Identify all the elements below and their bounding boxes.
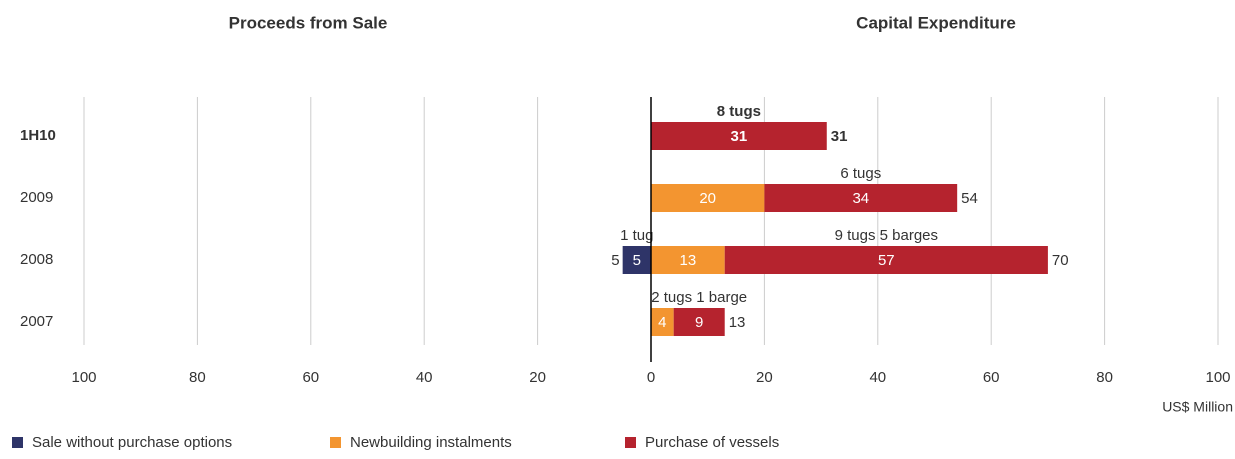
- annotation: 8 tugs: [717, 103, 761, 120]
- data-label: 5: [633, 252, 641, 269]
- data-label: 9: [695, 314, 703, 331]
- y-tick-label: 1H10: [20, 127, 56, 144]
- annotation: 9 tugs 5 barges: [835, 227, 938, 244]
- x-tick-label: 60: [983, 369, 1000, 386]
- legend-swatch: [12, 437, 23, 448]
- data-label: 13: [680, 252, 697, 269]
- x-tick-label: 40: [416, 369, 433, 386]
- total-label: 13: [729, 314, 746, 331]
- data-label: 34: [852, 190, 869, 207]
- bar-segment: [673, 308, 725, 336]
- data-label: 20: [699, 190, 716, 207]
- x-tick-label: 20: [529, 369, 546, 386]
- data-label: 4: [658, 314, 666, 331]
- bar-segment: [724, 246, 1048, 274]
- bar-segment: [651, 122, 827, 150]
- annotation: 2 tugs 1 barge: [651, 289, 747, 306]
- legend-label: Sale without purchase options: [32, 434, 232, 451]
- x-tick-label: 100: [1205, 369, 1230, 386]
- bar-segment: [651, 246, 725, 274]
- total-label: 31: [831, 128, 848, 145]
- legend-swatch: [625, 437, 636, 448]
- x-tick-label: 80: [1096, 369, 1113, 386]
- y-tick-label: 2007: [20, 313, 53, 330]
- x-tick-label: 80: [189, 369, 206, 386]
- legend-label: Purchase of vessels: [645, 434, 779, 451]
- x-tick-label: 100: [71, 369, 96, 386]
- x-tick-label: 40: [869, 369, 886, 386]
- annotation: 6 tugs: [840, 165, 881, 182]
- y-tick-label: 2009: [20, 189, 53, 206]
- chart-title: Capital Expenditure: [856, 13, 1016, 32]
- bar-segment: [764, 184, 958, 212]
- y-tick-label: 2008: [20, 251, 53, 268]
- x-tick-label: 0: [647, 369, 655, 386]
- total-label: 5: [611, 252, 619, 269]
- bar-segment: [651, 308, 674, 336]
- bar-segment: [622, 246, 651, 274]
- x-tick-label: 60: [302, 369, 319, 386]
- legend-label: Newbuilding instalments: [350, 434, 512, 451]
- data-label: 57: [878, 252, 895, 269]
- x-tick-label: 20: [756, 369, 773, 386]
- x-axis-label: US$ Million: [1162, 399, 1233, 415]
- chart-title: Proceeds from Sale: [229, 13, 388, 32]
- total-label: 70: [1052, 252, 1069, 269]
- annotation: 1 tug: [620, 227, 653, 244]
- legend-swatch: [330, 437, 341, 448]
- bar-segment: [651, 184, 765, 212]
- data-label: 31: [731, 128, 748, 145]
- total-label: 54: [961, 190, 978, 207]
